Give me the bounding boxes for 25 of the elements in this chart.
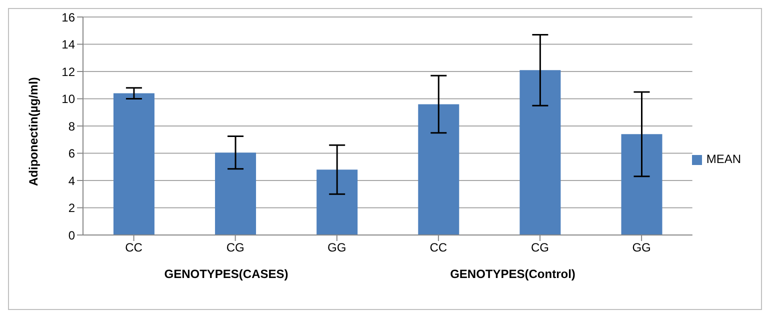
- x-tick-label: CG: [226, 240, 244, 255]
- x-tick-label: CG: [530, 240, 549, 255]
- x-axis-title: GENOTYPES(CASES): [163, 267, 290, 281]
- y-tick-label: 14: [62, 38, 76, 52]
- y-tick-label: 8: [68, 119, 76, 134]
- bar: [418, 104, 460, 235]
- bar: [520, 70, 561, 235]
- legend-label: MEAN: [706, 152, 741, 166]
- y-axis-title: Adiponectin(µg/ml): [26, 77, 40, 186]
- y-tick-label: 16: [62, 10, 76, 24]
- x-tick-label: CC: [430, 240, 448, 255]
- bar: [621, 134, 662, 235]
- x-tick-label: GG: [632, 240, 651, 255]
- bar: [113, 93, 154, 235]
- y-tick-label: 12: [62, 64, 76, 79]
- y-tick-label: 6: [68, 146, 76, 161]
- text: GENOTYPES(Control): [449, 267, 576, 281]
- y-tick-label: 2: [68, 201, 76, 216]
- x-tick-label: GG: [328, 240, 346, 255]
- y-tick-label: 4: [68, 174, 76, 188]
- bar: [215, 152, 256, 235]
- y-tick-label: 0: [68, 228, 76, 242]
- x-tick-label: CC: [125, 240, 143, 255]
- y-tick-label: 10: [62, 92, 76, 106]
- bar: [316, 170, 358, 235]
